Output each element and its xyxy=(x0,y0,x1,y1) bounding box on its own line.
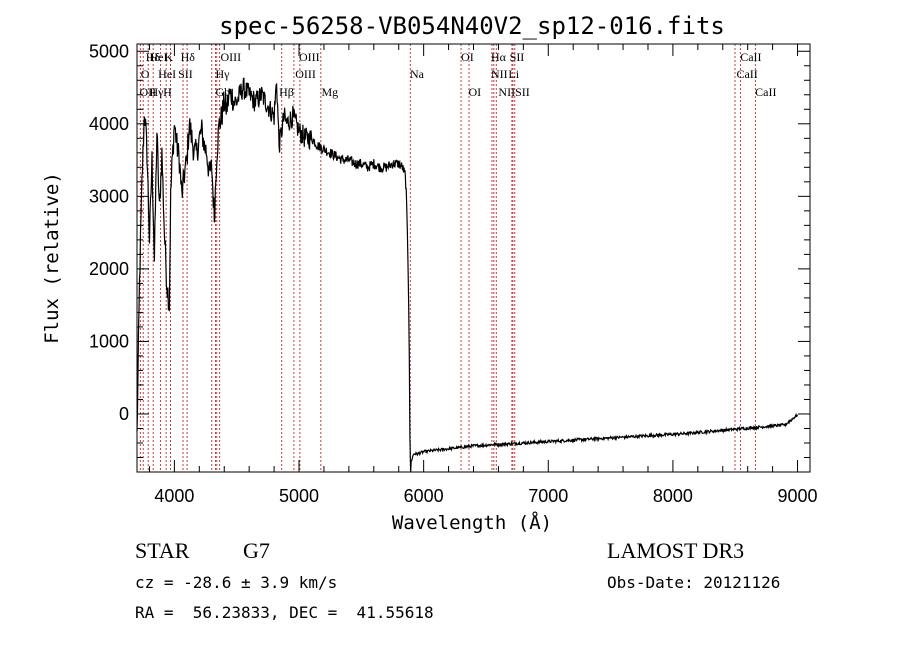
y-tick-label-4000: 4000 xyxy=(89,114,129,134)
line-label-r3-6: OI xyxy=(469,85,482,99)
line-label-r3-2: H xyxy=(163,85,172,99)
ra-dec-readout: RA = 56.23833, DEC = 41.55618 xyxy=(135,603,434,622)
y-tick-label-2000: 2000 xyxy=(89,259,129,279)
x-tick-label-5000: 5000 xyxy=(279,486,319,506)
line-label-r3-5: Mg xyxy=(321,85,338,99)
line-label-r2-0: O xyxy=(141,67,150,81)
line-label-r1-1: HeI xyxy=(149,50,167,64)
line-label-r3-1: Hγ xyxy=(149,85,164,99)
line-label-r1-8: SII xyxy=(510,50,525,64)
line-label-r1-4: OIII xyxy=(221,50,242,64)
x-tick-label-4000: 4000 xyxy=(154,486,194,506)
line-label-r2-8: CaII xyxy=(736,67,757,81)
line-label-r1-2: K xyxy=(164,50,173,64)
line-label-r2-6: NII xyxy=(491,67,508,81)
line-label-r3-8: CaII xyxy=(755,85,776,99)
chart-title: spec-56258-VB054N40V2_sp12-016.fits xyxy=(219,12,725,40)
line-label-r3-4: Hβ xyxy=(279,85,294,99)
line-label-r2-4: OIII xyxy=(295,67,316,81)
cz-readout: cz = -28.6 ± 3.9 km/s xyxy=(135,573,338,592)
spectrum-series-line xyxy=(136,77,799,473)
line-label-r3-3: Gb xyxy=(216,85,231,99)
object-class: STAR xyxy=(135,538,190,563)
y-axis: 0 1000 2000 3000 4000 5000 xyxy=(89,41,810,458)
line-label-r2-7: Li xyxy=(508,67,519,81)
object-subclass: G7 xyxy=(243,538,270,563)
x-tick-label-8000: 8000 xyxy=(653,486,693,506)
y-tick-label-3000: 3000 xyxy=(89,186,129,206)
line-label-r1-0: Hδ xyxy=(146,50,161,64)
line-label-r1-9: CaII xyxy=(740,50,761,64)
x-tick-label-7000: 7000 xyxy=(528,486,568,506)
line-label-r2-3: Hγ xyxy=(216,67,231,81)
line-label-r2-2: SII xyxy=(178,67,193,81)
line-label-r1-3: Hδ xyxy=(181,50,196,64)
line-label-r3-7: NIISII xyxy=(498,85,529,99)
line-label-r1-5: OIII xyxy=(299,50,320,64)
line-label-r1-6: OI xyxy=(461,50,474,64)
obs-date: Obs-Date: 20121126 xyxy=(607,573,781,592)
x-tick-label-6000: 6000 xyxy=(404,486,444,506)
line-label-r1-7: Hα xyxy=(491,50,507,64)
line-label-r3-0: OII xyxy=(139,85,156,99)
line-markers xyxy=(139,44,756,472)
survey-name: LAMOST DR3 xyxy=(607,538,745,563)
x-axis-label: Wavelength (Å) xyxy=(392,511,552,534)
plot-frame xyxy=(136,43,811,473)
y-tick-label-5000: 5000 xyxy=(89,41,129,61)
y-axis-label: Flux (relative) xyxy=(41,172,63,344)
x-tick-label-9000: 9000 xyxy=(778,486,818,506)
y-tick-label-0: 0 xyxy=(119,404,129,424)
x-axis: 4000 5000 6000 7000 8000 9000 xyxy=(148,44,818,506)
line-label-r2-5: Na xyxy=(410,67,425,81)
y-tick-label-1000: 1000 xyxy=(89,331,129,351)
line-label-r2-1: HeI xyxy=(158,67,176,81)
